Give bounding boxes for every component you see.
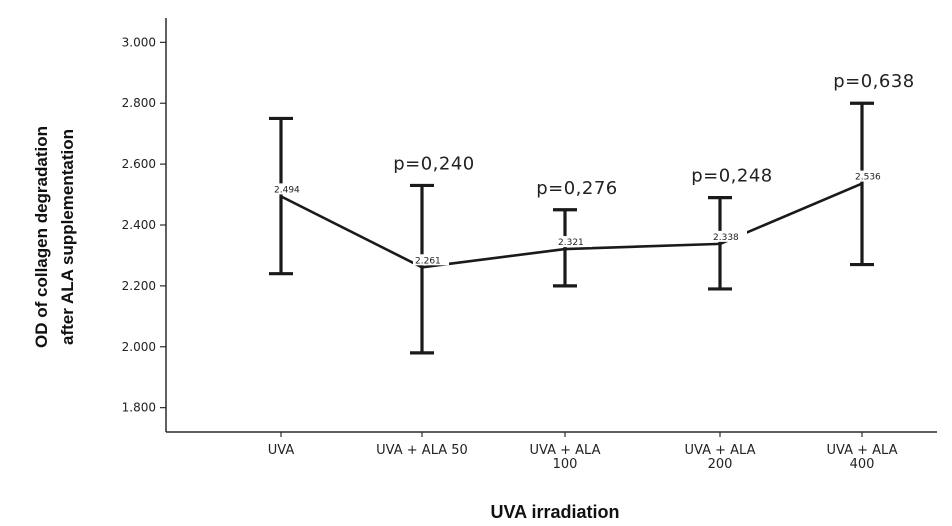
x-tick-label: UVA + ALA <box>685 443 756 458</box>
y-tick-label: 2.000 <box>122 340 156 354</box>
mean-value-label: 2.536 <box>855 173 881 183</box>
x-tick-label: UVA <box>268 443 295 458</box>
mean-label-background <box>556 236 592 248</box>
y-axis-title-line-2: after ALA supplementation <box>58 129 77 345</box>
p-value-label: p=0,240 <box>393 153 475 174</box>
mean-line-segment <box>564 242 721 251</box>
x-tick-label: UVA + ALA <box>530 443 601 458</box>
mean-label-background <box>853 170 889 182</box>
y-tick-label: 2.400 <box>122 218 156 232</box>
x-tick-label: 100 <box>553 457 578 472</box>
x-tick-label: UVA + ALA <box>827 443 898 458</box>
x-tick-label: UVA + ALA 50 <box>376 443 468 458</box>
x-tick-label: 400 <box>850 457 875 472</box>
y-tick-label: 2.200 <box>122 279 156 293</box>
mean-value-label: 2.338 <box>713 233 739 243</box>
y-axis: 1.800 2.000 2.200 2.400 2.600 2.800 3.000 <box>122 18 167 432</box>
y-tick-label: 2.600 <box>122 157 156 171</box>
y-tick-label: 1.800 <box>122 401 156 415</box>
series: 2.494 2.261 p=0,240 2.321 p=0,276 2.338 p=0,24… <box>269 71 915 355</box>
mean-value-label: 2.494 <box>274 185 300 195</box>
y-tick-label: 3.000 <box>122 35 156 49</box>
x-tick-label: 200 <box>708 457 733 472</box>
mean-line-segment <box>280 195 423 269</box>
y-tick-label: 2.800 <box>122 96 156 110</box>
mean-label-background <box>711 230 747 242</box>
y-axis-title-line-1: OD of collagen degradation <box>32 126 51 348</box>
mean-label-background <box>272 183 308 195</box>
mean-label-background <box>413 254 449 266</box>
x-axis-title: UVA irradiation <box>490 502 619 522</box>
p-value-label: p=0,638 <box>833 71 915 92</box>
mean-value-label: 2.321 <box>558 238 584 248</box>
p-value-label: p=0,248 <box>691 166 773 187</box>
p-value-label: p=0,276 <box>536 178 618 199</box>
mean-value-label: 2.261 <box>415 256 441 266</box>
